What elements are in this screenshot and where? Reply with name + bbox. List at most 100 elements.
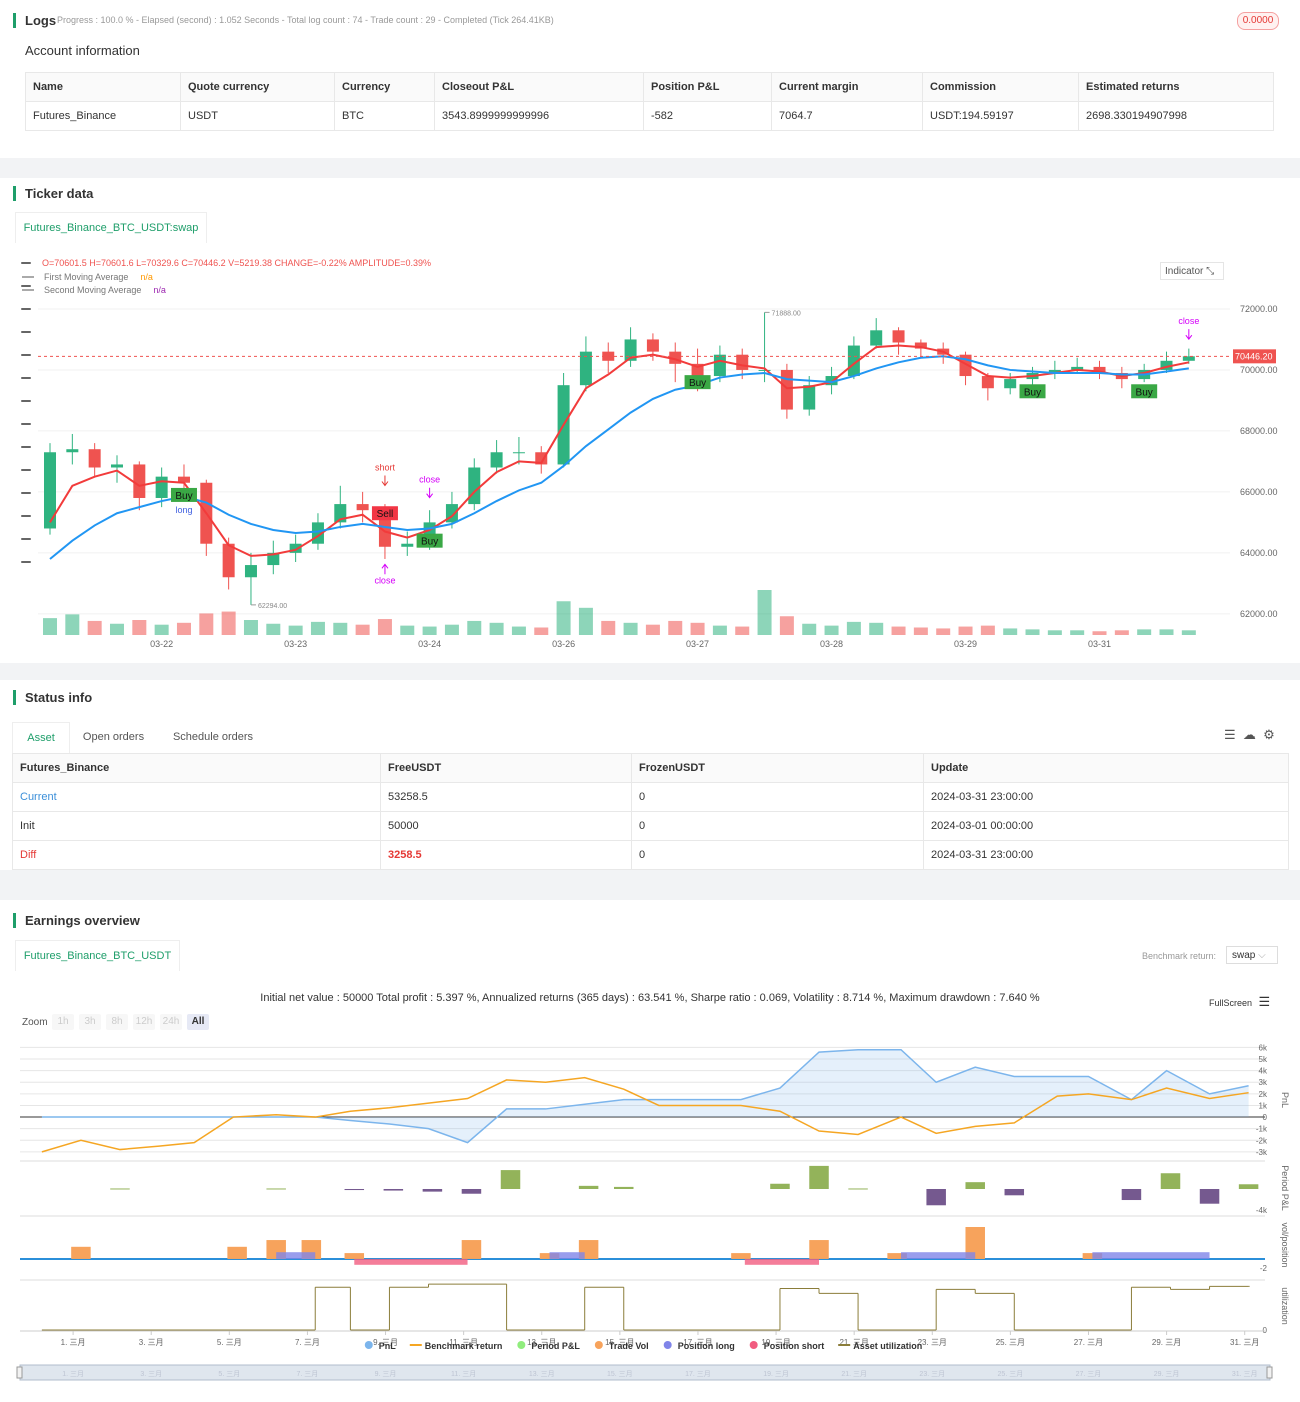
tab[interactable]: Futures_Binance_BTC_USDT (15, 940, 180, 971)
volume-bar (1047, 630, 1062, 635)
volume-bar (467, 620, 482, 635)
legend-label[interactable]: Benchmark return (425, 1341, 503, 1351)
tab[interactable]: Schedule orders (172, 731, 254, 743)
tool-icon (21, 515, 31, 517)
volume-bar (489, 622, 504, 635)
x-tick-label: 03-27 (686, 639, 709, 649)
signal-box (1019, 384, 1046, 399)
y-tick-label: 72000.00 (1240, 304, 1278, 314)
x-tick-label: 11. 三月 (449, 1338, 478, 1347)
tab[interactable]: Futures_Binance_BTC_USDT:swap (15, 212, 207, 243)
cell: 0 (632, 783, 924, 811)
legend-value: n/a (153, 285, 166, 295)
legend-label[interactable]: Period P&L (531, 1341, 580, 1351)
signal-arrow (426, 487, 434, 499)
bar (578, 1185, 599, 1189)
section-title: Earnings overview (13, 913, 140, 928)
legend-label[interactable]: PnL (379, 1341, 397, 1351)
zoom-button[interactable]: All (187, 1014, 209, 1030)
cell: 7064.7 (772, 102, 923, 130)
x-tick-label: 5. 三月 (217, 1338, 242, 1347)
header-cell: Commission (923, 73, 1079, 101)
toolbar-icons[interactable]: ☰ ☁ ⚙ (1224, 727, 1275, 742)
signal-arrow (381, 475, 389, 487)
x-tick-label: 25. 三月 (996, 1338, 1025, 1347)
tab[interactable]: Open orders (82, 731, 145, 743)
header-cell: Closeout P&L (435, 73, 644, 101)
signal-box (371, 506, 398, 521)
candle-body (133, 464, 146, 498)
legend-label[interactable]: Position long (678, 1341, 735, 1351)
volume-bar (980, 625, 995, 635)
y-axis-title: utilization (1280, 1287, 1290, 1325)
volume-bar (511, 626, 526, 635)
bar (461, 1188, 482, 1194)
signal-label: Buy (1024, 387, 1041, 398)
tab[interactable]: Asset (12, 722, 70, 753)
y-axis-title: vol/position (1280, 1222, 1290, 1267)
volume-bar (869, 622, 884, 635)
volume-bar (1092, 631, 1107, 635)
benchmark-select[interactable]: swap ⌵ (1226, 946, 1278, 964)
legend-symbol (364, 1341, 373, 1349)
legend-label[interactable]: Trade Vol (609, 1341, 649, 1351)
signal-label: Buy (1136, 387, 1153, 398)
volume-bar (377, 619, 392, 635)
last-price-box (1233, 349, 1276, 364)
cell: 2698.330194907998 (1086, 110, 1187, 122)
cell: 2024-03-31 23:00:00 (931, 849, 1034, 861)
tool-icon (21, 262, 31, 264)
y-axis-title: PnL (1280, 1092, 1290, 1108)
cell: Futures_Binance (26, 102, 181, 130)
x-tick-label: 3. 三月 (139, 1338, 164, 1347)
bar (71, 1246, 91, 1259)
volume-bar (1114, 630, 1129, 635)
zoom-button[interactable]: 3h (79, 1014, 101, 1030)
candle-body (1182, 356, 1195, 361)
volume-bar (623, 622, 638, 635)
signal-label: close (1178, 316, 1199, 326)
legend-label[interactable]: Asset utilization (853, 1341, 922, 1351)
last-price-label: 70446.20 (1235, 351, 1273, 361)
zoom-button[interactable]: 8h (106, 1014, 128, 1030)
zoom-button[interactable]: 24h (160, 1014, 182, 1030)
fullscreen[interactable]: FullScreen ☰ (1209, 994, 1271, 1009)
y-tick-label: 70000.00 (1240, 365, 1278, 375)
tool-icon (21, 285, 31, 287)
candle-body (244, 565, 257, 578)
bar (344, 1188, 365, 1191)
ma-line (49, 344, 1190, 557)
x-tick-label: 7. 三月 (295, 1338, 320, 1347)
legend-label[interactable]: Position short (764, 1341, 825, 1351)
x-tick-label: 19. 三月 (761, 1338, 790, 1347)
volume-bar (891, 626, 906, 635)
signal-arrow (381, 563, 389, 575)
cell: Current (13, 783, 381, 811)
zoom-button[interactable]: 12h (133, 1014, 155, 1030)
signal-label: Buy (421, 537, 438, 548)
y-tick-label: 66000.00 (1240, 487, 1278, 497)
volume-bar (757, 590, 772, 635)
x-tick-label: 03-24 (418, 639, 441, 649)
indicator-button[interactable]: Indicator ⤡ (1160, 262, 1224, 280)
header-cell: FrozenUSDT (632, 754, 924, 782)
cell: 0 (632, 841, 924, 869)
earnings-section: Earnings overview Futures_Binance_BTC_US… (0, 900, 1300, 1402)
zoom-button[interactable]: 1h (52, 1014, 74, 1030)
zoom-label: Zoom (22, 1017, 48, 1028)
legend-symbol (594, 1341, 603, 1349)
volume-bar (154, 624, 169, 635)
volume-bar (958, 626, 973, 635)
candle-body (870, 330, 883, 346)
bar (809, 1165, 829, 1189)
x-tick-label: 23. 三月 (918, 1338, 947, 1347)
volume-bar (176, 622, 191, 635)
header-cell: FreeUSDT (381, 754, 632, 782)
signal-label: long (175, 505, 192, 515)
header-cell: Quote currency (181, 73, 335, 101)
bar (770, 1183, 790, 1189)
cell: 53258.5 (381, 783, 632, 811)
bar (1160, 1173, 1181, 1189)
position-bar (901, 1252, 976, 1259)
signal-box (416, 533, 443, 548)
